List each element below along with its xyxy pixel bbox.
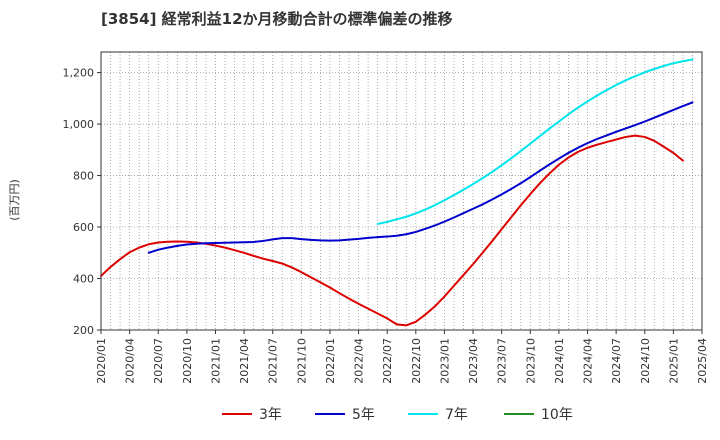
x-tick-label: 2023/01 <box>438 338 451 384</box>
x-tick-label: 2023/04 <box>467 338 480 384</box>
chart-title: [3854] 経常利益12か月移動合計の標準偏差の推移 <box>101 10 453 28</box>
x-tick-label: 2025/04 <box>696 338 709 384</box>
plot-area <box>101 52 702 330</box>
x-tick-label: 2024/04 <box>582 338 595 384</box>
y-tick-label: 800 <box>73 170 94 183</box>
y-tick-labels: 200 400 600 800 1,000 1,200 <box>63 67 101 337</box>
x-tick-label: 2020/10 <box>181 338 194 384</box>
x-tick-label: 2024/07 <box>610 338 623 384</box>
axes <box>100 51 703 331</box>
legend-label-7年: 7年 <box>445 407 468 423</box>
x-tick-label: 2023/07 <box>496 338 509 384</box>
y-tick-label: 400 <box>73 273 94 286</box>
x-tick-label: 2021/07 <box>267 338 280 384</box>
legend: 3年 5年 7年 10年 <box>222 407 573 423</box>
x-tick-label: 2022/10 <box>410 338 423 384</box>
x-tick-label: 2025/01 <box>667 338 680 384</box>
plot-background <box>101 52 702 330</box>
x-tick-label: 2022/01 <box>324 338 337 384</box>
series-layer <box>100 58 694 327</box>
plot-frame <box>100 51 703 331</box>
y-tick-label: 600 <box>73 221 94 234</box>
grid-lines <box>101 52 702 331</box>
x-tick-label: 2020/04 <box>124 338 137 384</box>
legend-label-3年: 3年 <box>259 407 282 423</box>
y-axis-label: (百万円) <box>8 179 21 221</box>
legend-label-5年: 5年 <box>352 407 375 423</box>
x-tick-label: 2020/01 <box>95 338 108 384</box>
x-tick-label: 2022/07 <box>381 338 394 384</box>
x-tick-label: 2020/07 <box>152 338 165 384</box>
y-tick-label: 200 <box>73 324 94 337</box>
x-tick-label: 2023/10 <box>524 338 537 384</box>
x-tick-labels: 2020/01 2020/04 2020/07 2020/10 2021/01 2021/… <box>95 330 709 384</box>
x-tick-label: 2024/01 <box>553 338 566 384</box>
x-tick-label: 2021/04 <box>238 338 251 384</box>
legend-label-10年: 10年 <box>541 407 573 423</box>
x-tick-label: 2024/10 <box>639 338 652 384</box>
series-line-5年 <box>147 101 694 254</box>
x-tick-label: 2022/04 <box>353 338 366 384</box>
y-tick-label: 1,000 <box>63 118 95 131</box>
x-tick-label: 2021/01 <box>209 338 222 384</box>
series-line-7年 <box>376 58 694 225</box>
x-tick-label: 2021/10 <box>295 338 308 384</box>
y-tick-label: 1,200 <box>63 67 95 80</box>
